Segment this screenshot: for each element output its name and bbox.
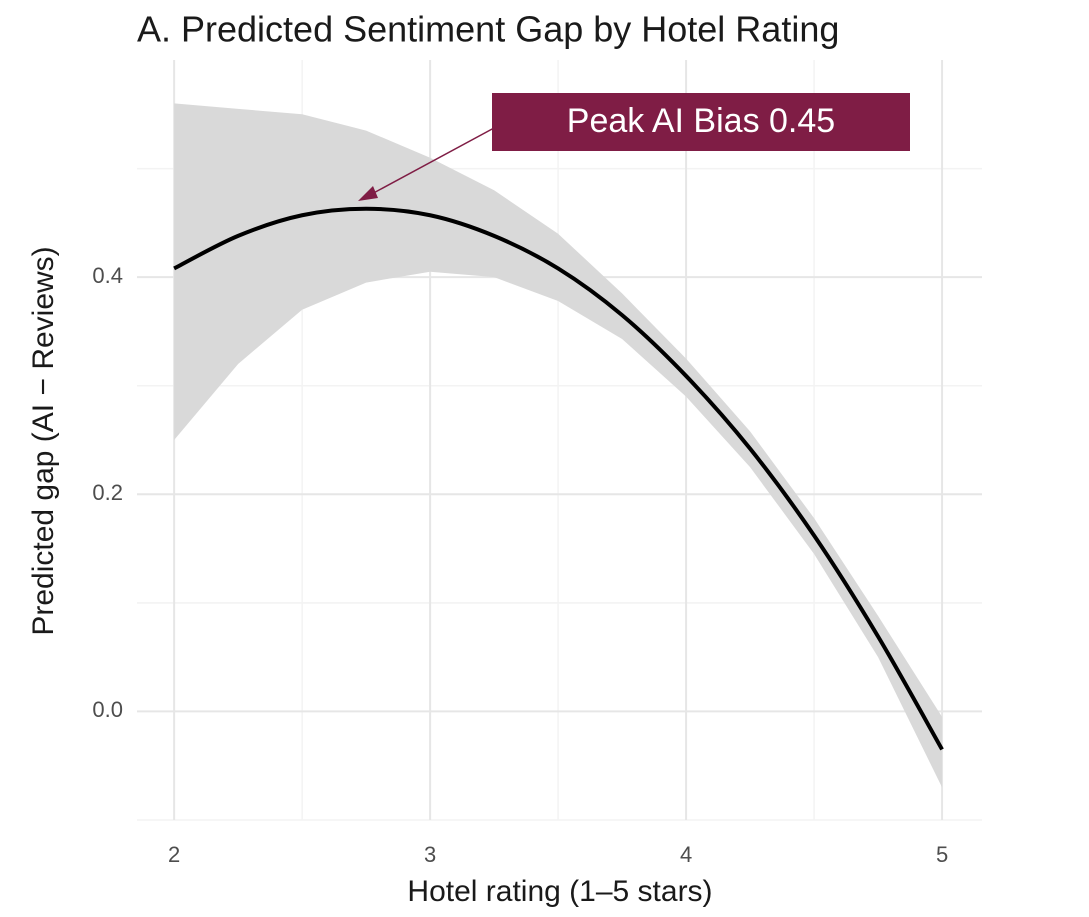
y-tick-label: 0.2 (92, 480, 123, 505)
x-tick-label: 5 (936, 842, 948, 867)
y-tick-label: 0.4 (92, 263, 123, 288)
annotation-arrow (367, 127, 495, 197)
annotation-text: Peak AI Bias 0.45 (567, 102, 835, 140)
chart-title: A. Predicted Sentiment Gap by Hotel Rati… (137, 9, 839, 50)
x-axis-label: Hotel rating (1–5 stars) (407, 875, 712, 908)
annotation-box (492, 93, 910, 151)
y-tick-label: 0.0 (92, 697, 123, 722)
x-tick-label: 4 (680, 842, 692, 867)
x-tick-label: 3 (424, 842, 436, 867)
confidence-band (174, 103, 943, 788)
x-tick-label: 2 (168, 842, 180, 867)
y-axis-label: Predicted gap (AI − Reviews) (27, 246, 60, 635)
fitted-line (173, 206, 944, 751)
annotation-arrowhead (358, 186, 378, 201)
